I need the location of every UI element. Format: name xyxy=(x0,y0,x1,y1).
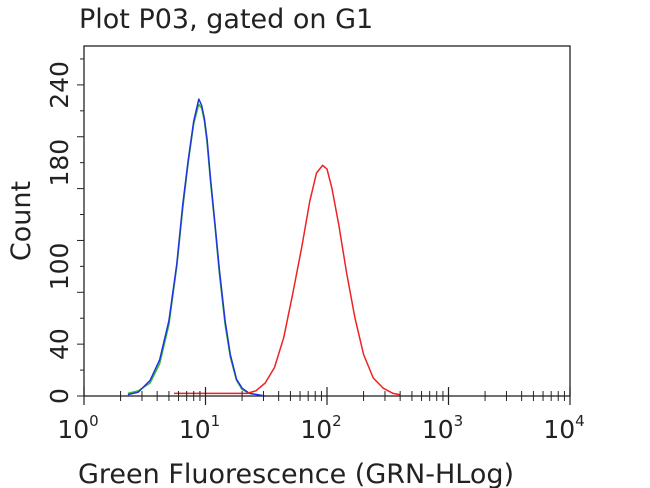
plot-frame xyxy=(83,45,571,397)
y-tick-label: 180 xyxy=(45,139,74,187)
y-axis-ticks: 0 40 100 180 240 xyxy=(45,58,84,404)
series-line-2 xyxy=(174,164,401,396)
y-tick-label: 240 xyxy=(45,61,74,109)
x-axis-title: Green Fluorescence (GRN-HLog) xyxy=(78,459,514,488)
y-tick-label: 40 xyxy=(45,328,74,360)
y-tick-label: 0 xyxy=(45,388,74,404)
x-axis-ticks: 100 101 102 103 104 xyxy=(57,387,585,444)
x-tick-label: 101 xyxy=(179,412,220,444)
y-axis-title: Count xyxy=(6,181,37,261)
x-tick-label: 103 xyxy=(422,412,463,444)
chart-title: Plot P03, gated on G1 xyxy=(79,4,374,35)
y-tick-label: 100 xyxy=(45,243,74,291)
x-tick-label: 102 xyxy=(300,412,341,444)
series-layer xyxy=(127,98,401,397)
series-line-1 xyxy=(127,98,266,397)
x-tick-label: 100 xyxy=(57,412,98,444)
x-tick-label: 104 xyxy=(543,412,584,444)
